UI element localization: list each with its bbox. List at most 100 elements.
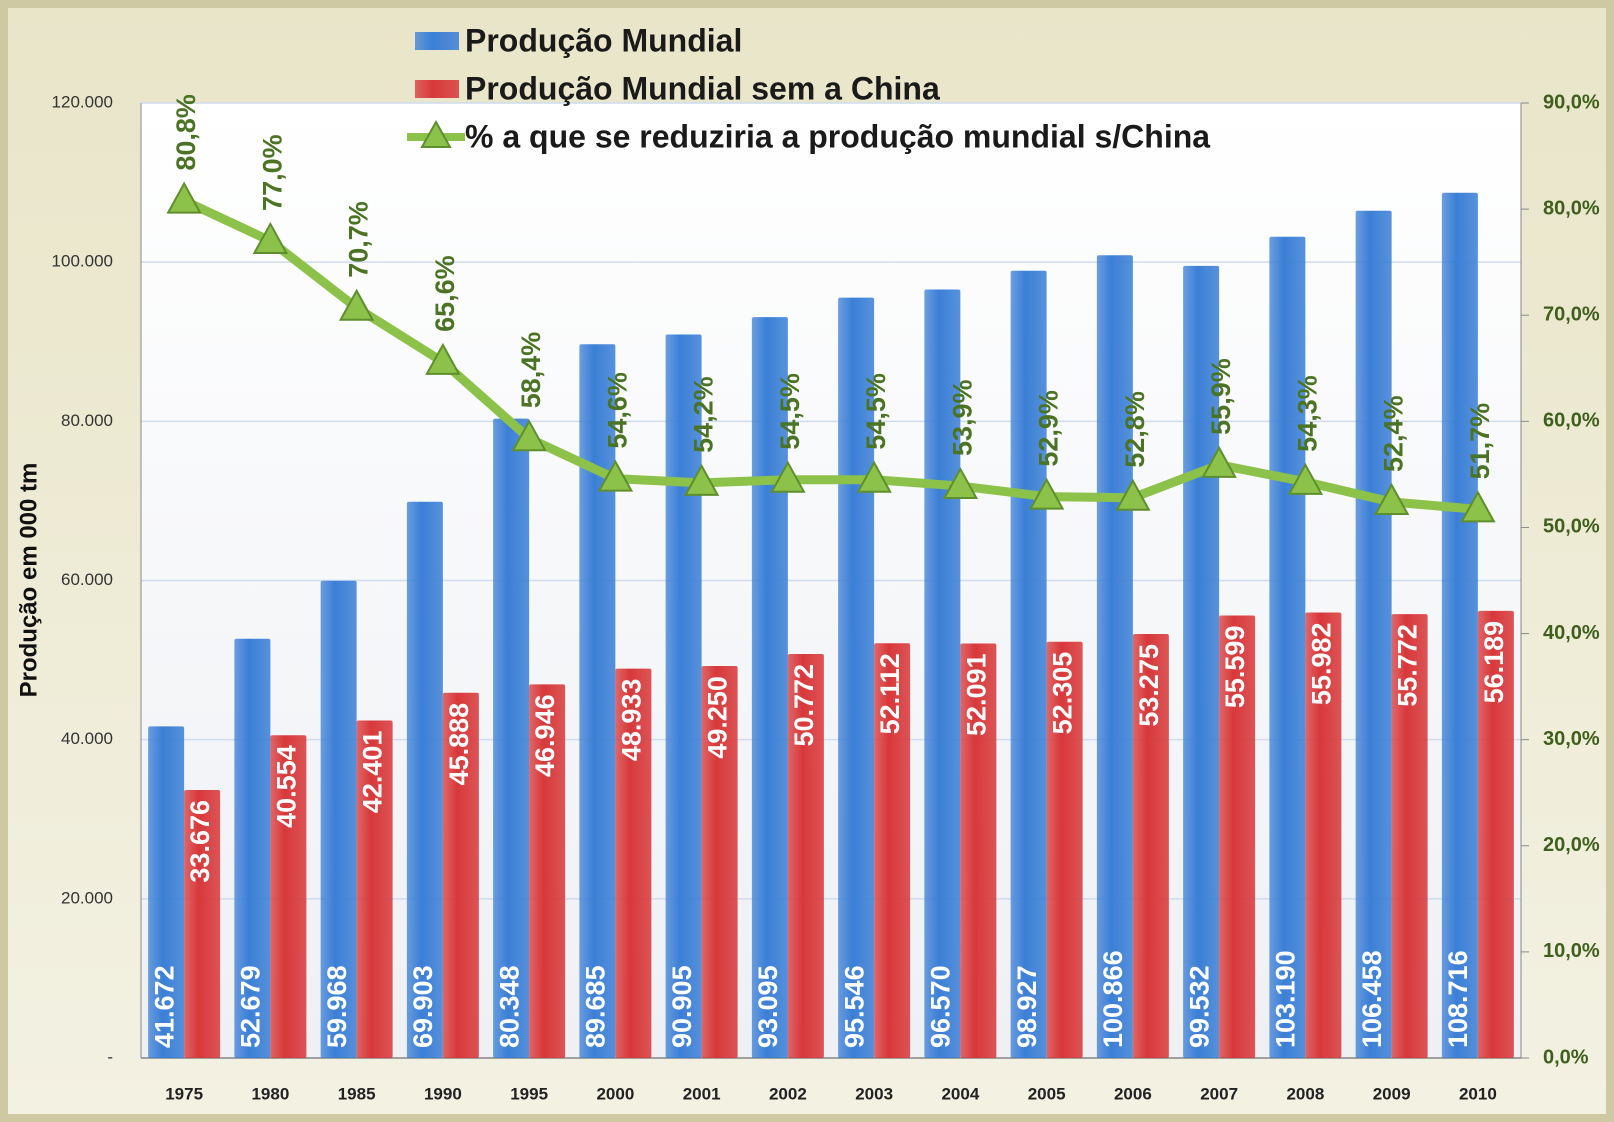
y-tick-label: 120.000 (52, 92, 113, 111)
marker (1201, 445, 1237, 478)
marker (770, 460, 806, 493)
data-label: 52,8% (1120, 391, 1150, 468)
legend-label: % a que se reduziria a produção mundial … (465, 118, 1210, 154)
data-label: 59.968 (322, 965, 352, 1048)
data-label: 40.554 (272, 745, 302, 828)
data-label: 99.532 (1184, 965, 1214, 1048)
y2-tick-label: 0,0% (1543, 1046, 1589, 1068)
data-label: 100.866 (1098, 950, 1128, 1048)
y-tick-label: 100.000 (52, 252, 113, 271)
marker (1287, 462, 1324, 495)
data-label: 54,6% (603, 372, 633, 449)
data-label: 48.933 (617, 679, 647, 762)
y2-tick-label: 50,0% (1543, 516, 1600, 538)
data-label: 53,9% (948, 379, 978, 456)
marker (1460, 490, 1496, 523)
data-label: 46.946 (530, 694, 560, 777)
data-label: 53.275 (1134, 644, 1164, 727)
y2-tick-label: 40,0% (1543, 622, 1600, 644)
data-label: 55,9% (1206, 358, 1236, 435)
data-label: 52.112 (875, 653, 905, 734)
bar (1391, 614, 1428, 1058)
data-label: 103.190 (1271, 950, 1301, 1048)
y-tick-label: 80.000 (61, 411, 113, 430)
legend-label: Produção Mundial (465, 22, 742, 58)
data-label: 33.676 (185, 800, 215, 883)
data-label: 69.903 (408, 965, 438, 1048)
data-label: 89.685 (581, 965, 611, 1048)
data-label: 49.250 (703, 676, 733, 759)
bar (234, 638, 271, 1058)
data-label: 108.716 (1443, 950, 1473, 1048)
legend-swatch (415, 80, 459, 98)
y-tick-label: 60.000 (61, 570, 113, 589)
x-tick-label: 2002 (769, 1084, 807, 1103)
y2-tick-label: 80,0% (1543, 197, 1600, 219)
marker (1115, 478, 1151, 511)
bar (615, 668, 652, 1058)
x-tick-label: 1990 (424, 1084, 462, 1103)
data-label: 93.095 (753, 965, 783, 1048)
data-label: 52.091 (962, 653, 992, 736)
data-label: 42.401 (358, 731, 388, 814)
data-label: 52.305 (1048, 652, 1078, 735)
x-tick-label: 2007 (1200, 1084, 1238, 1103)
bar (751, 317, 788, 1058)
marker (511, 419, 547, 452)
bar (960, 643, 997, 1058)
line (182, 196, 1479, 514)
y2-tick-label: 70,0% (1543, 304, 1600, 326)
x-tick-label: 2004 (941, 1084, 979, 1103)
x-tick-label: 2009 (1373, 1084, 1411, 1103)
bar (1477, 610, 1514, 1058)
x-tick-label: 1985 (338, 1084, 376, 1103)
bar (1305, 612, 1342, 1058)
bar (442, 692, 479, 1058)
data-label: 56.189 (1479, 621, 1509, 704)
marker (252, 221, 289, 254)
x-tick-label: 2003 (855, 1084, 893, 1103)
data-label: 54,5% (775, 373, 805, 450)
x-tick-label: 2000 (596, 1084, 634, 1103)
data-label: 45.888 (444, 703, 474, 786)
data-label: 52,4% (1379, 395, 1409, 472)
x-tick-label: 1975 (165, 1084, 203, 1103)
data-label: 80.348 (494, 965, 524, 1048)
marker (683, 463, 720, 496)
bar (1269, 236, 1306, 1058)
bar (1096, 255, 1133, 1058)
marker (425, 342, 461, 375)
bar (1441, 192, 1478, 1059)
bar (1010, 270, 1047, 1059)
data-label: 55.599 (1220, 626, 1250, 709)
data-label: 77,0% (258, 134, 288, 211)
data-label: 54,2% (689, 376, 719, 453)
bar (320, 580, 357, 1058)
legend-label: Produção Mundial sem a China (465, 70, 940, 106)
data-label: 51,7% (1465, 403, 1495, 480)
marker (942, 466, 979, 500)
marker (166, 181, 202, 214)
data-label: 50.772 (789, 664, 819, 747)
bar (874, 643, 911, 1058)
bar (787, 653, 824, 1058)
bar (529, 684, 566, 1058)
bar (184, 789, 221, 1058)
bar (1219, 615, 1256, 1058)
y2-tick-label: 10,0% (1543, 940, 1600, 962)
bar (1355, 210, 1392, 1059)
y-tick-label: 40.000 (61, 729, 113, 748)
data-label: 96.570 (926, 965, 956, 1048)
data-label: 54,5% (861, 373, 891, 450)
data-label: 90.905 (667, 965, 697, 1048)
marker (1373, 482, 1410, 515)
bar (270, 735, 307, 1058)
y2-tick-label: 90,0% (1543, 91, 1600, 113)
bar (665, 334, 702, 1058)
data-label: 55.982 (1307, 622, 1337, 705)
data-label: 54,3% (1293, 375, 1323, 452)
marker (1028, 477, 1065, 510)
bar (356, 720, 393, 1058)
y2-tick-label: 30,0% (1543, 728, 1600, 750)
